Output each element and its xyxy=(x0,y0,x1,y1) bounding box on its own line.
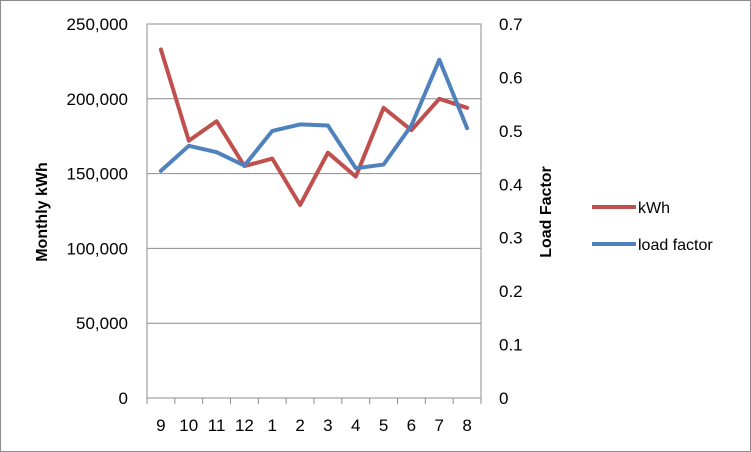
y-tick-label: 0 xyxy=(119,389,128,408)
series-line-kwh xyxy=(158,47,470,207)
y-tick-label: 50,000 xyxy=(76,314,128,333)
x-tick-label: 12 xyxy=(235,416,254,435)
x-tick-label: 9 xyxy=(156,416,165,435)
x-tick-label: 4 xyxy=(351,416,360,435)
x-tick-label: 3 xyxy=(323,416,332,435)
x-tick-label: 6 xyxy=(407,416,416,435)
series-line-load-factor xyxy=(158,57,470,173)
x-tick-label: 2 xyxy=(295,416,304,435)
legend: kWh load factor xyxy=(592,200,713,254)
y2-tick-label: 0.2 xyxy=(499,282,523,301)
x-tick-label: 11 xyxy=(208,416,226,435)
y2-tick-label: 0.5 xyxy=(499,122,523,141)
x-axis-ticks: 9 10 11 12 1 2 3 4 5 6 7 8 xyxy=(146,398,482,435)
y2-tick-label: 0.6 xyxy=(499,68,523,87)
y-tick-label: 200,000 xyxy=(67,90,128,109)
y2-tick-label: 0.1 xyxy=(499,336,523,355)
x-tick-label: 7 xyxy=(435,416,444,435)
y-tick-label: 150,000 xyxy=(67,165,128,184)
left-axis-ticks: 0 50,000 100,000 150,000 200,000 250,000 xyxy=(67,15,128,408)
legend-label: kWh xyxy=(638,200,670,217)
y2-tick-label: 0.7 xyxy=(499,15,523,34)
right-axis-ticks: 0 0.1 0.2 0.3 0.4 0.5 0.6 0.7 xyxy=(499,15,523,408)
gridlines xyxy=(147,98,481,324)
y2-axis-title: Load Factor xyxy=(538,166,555,258)
x-tick-label: 8 xyxy=(462,416,471,435)
y2-tick-label: 0.4 xyxy=(499,175,523,194)
x-tick-label: 1 xyxy=(268,416,277,435)
y2-tick-label: 0.3 xyxy=(499,229,523,248)
x-tick-label: 10 xyxy=(179,416,198,435)
legend-label: load factor xyxy=(638,237,713,254)
series-lines xyxy=(158,47,470,207)
y-tick-label: 100,000 xyxy=(67,239,128,258)
y2-tick-label: 0 xyxy=(499,389,508,408)
y-axis-title: Monthly kWh xyxy=(34,162,51,262)
y-tick-label: 250,000 xyxy=(67,15,128,34)
x-tick-label: 5 xyxy=(379,416,388,435)
